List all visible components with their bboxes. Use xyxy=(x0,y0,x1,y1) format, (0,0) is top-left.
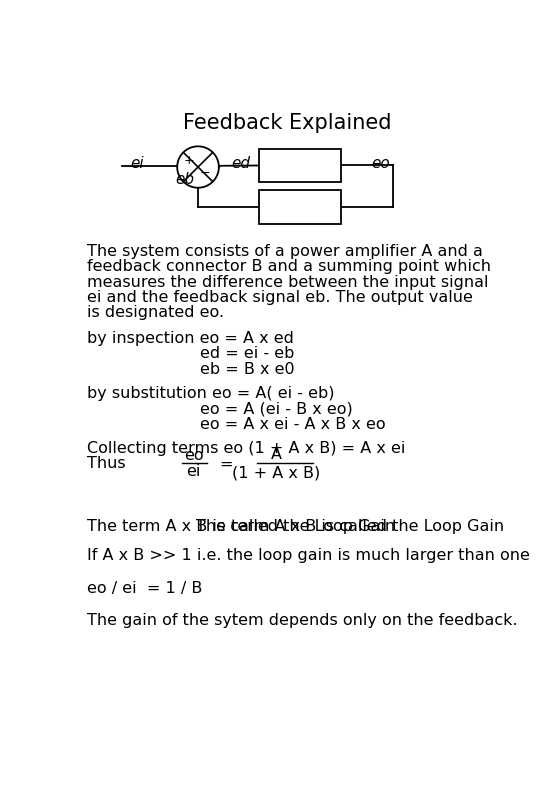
Text: feedback connector B and a summing point which: feedback connector B and a summing point… xyxy=(87,259,491,274)
Text: +: + xyxy=(183,154,194,167)
Text: eo = A x ei - A x B x eo: eo = A x ei - A x B x eo xyxy=(200,417,386,432)
Text: by inspection eo = A x ed: by inspection eo = A x ed xyxy=(87,331,294,346)
Text: Collecting terms eo (1 + A x B) = A x ei: Collecting terms eo (1 + A x B) = A x ei xyxy=(87,441,406,456)
Text: The gain of the sytem depends only on the feedback.: The gain of the sytem depends only on th… xyxy=(87,613,518,628)
Text: =: = xyxy=(220,456,233,471)
Text: The system consists of a power amplifier A and a: The system consists of a power amplifier… xyxy=(87,244,483,259)
Text: The term A x B is called the Loop Gain: The term A x B is called the Loop Gain xyxy=(196,519,504,534)
Text: ed: ed xyxy=(231,156,250,171)
Text: by substitution eo = A( ei - eb): by substitution eo = A( ei - eb) xyxy=(87,386,335,401)
Text: eo: eo xyxy=(371,156,390,171)
Text: Thus: Thus xyxy=(87,456,126,471)
Bar xyxy=(259,190,341,224)
Text: ed = ei - eb: ed = ei - eb xyxy=(200,347,295,361)
Text: (1 + A x B): (1 + A x B) xyxy=(232,466,320,481)
Text: −: − xyxy=(200,167,211,180)
Text: eb = B x e0: eb = B x e0 xyxy=(200,362,295,377)
Text: eo: eo xyxy=(184,448,203,463)
Text: measures the difference between the input signal: measures the difference between the inpu… xyxy=(87,274,489,289)
Bar xyxy=(259,149,341,182)
Text: A: A xyxy=(270,448,282,462)
Text: eo = A (ei - B x eo): eo = A (ei - B x eo) xyxy=(200,401,353,417)
Text: B: B xyxy=(294,198,306,216)
Text: ei and the feedback signal eb. The output value: ei and the feedback signal eb. The outpu… xyxy=(87,290,473,305)
Text: Feedback Explained: Feedback Explained xyxy=(183,113,391,133)
Text: A: A xyxy=(294,157,306,174)
Text: eb: eb xyxy=(175,173,194,188)
Text: is designated eo.: is designated eo. xyxy=(87,305,225,320)
Text: If A x B >> 1 i.e. the loop gain is much larger than one: If A x B >> 1 i.e. the loop gain is much… xyxy=(87,549,530,563)
Text: The term A x B is called the Loop Gain: The term A x B is called the Loop Gain xyxy=(87,519,395,534)
Text: eo / ei  = 1 / B: eo / ei = 1 / B xyxy=(87,580,203,595)
Text: ei: ei xyxy=(186,464,201,479)
Text: ei: ei xyxy=(130,156,144,171)
